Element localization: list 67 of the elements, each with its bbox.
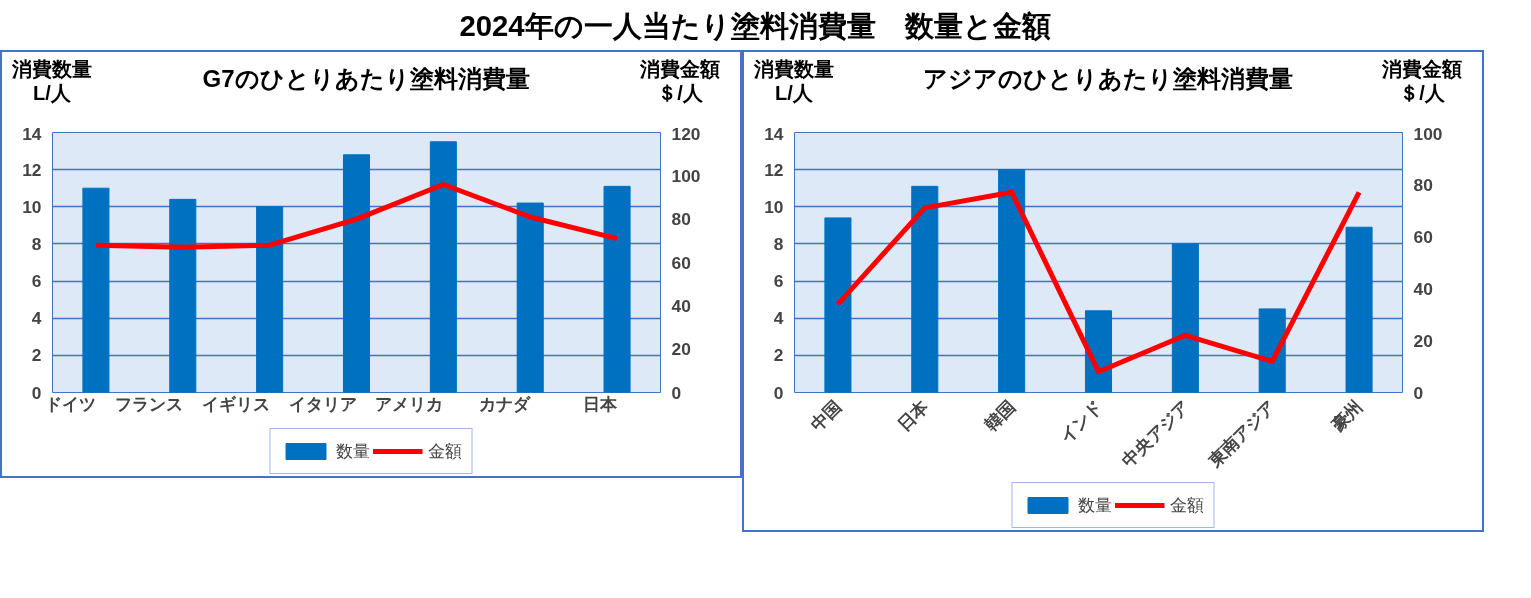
x-tick-label: フランス	[114, 393, 183, 414]
chart-title: G7のひとりあたり塗料消費量	[202, 64, 530, 94]
y2-axis-title: 消費金額＄/人	[639, 57, 721, 105]
y-tick-label: 0	[773, 382, 784, 403]
y2-tick-label: 40	[1413, 278, 1433, 299]
y-tick-label: 12	[22, 159, 42, 180]
x-tick-label: カナダ	[479, 393, 532, 414]
y-tick-label: 10	[22, 196, 42, 217]
y-tick-label: 4	[31, 308, 42, 329]
bar	[998, 169, 1026, 393]
x-tick-label: 東南アジア	[1204, 396, 1280, 472]
y-tick-label: 14	[764, 123, 784, 144]
x-tick-label: イギリス	[201, 393, 270, 414]
y2-tick-label: 20	[1413, 330, 1433, 351]
x-tick-label: アメリカ	[375, 393, 444, 414]
y-tick-label: 0	[31, 382, 42, 403]
y-tick-label: 4	[773, 308, 784, 329]
bar	[603, 185, 631, 393]
y-tick-label: 10	[764, 196, 784, 217]
x-tick-label: インド	[1055, 396, 1106, 447]
y2-tick-label: 60	[1413, 226, 1433, 247]
bar	[1345, 226, 1373, 393]
y-axis-title: 消費数量L/人	[11, 57, 93, 105]
y-tick-label: 6	[31, 271, 42, 292]
y2-tick-label: 40	[671, 295, 691, 316]
bar	[429, 141, 457, 393]
y2-tick-label: 80	[1413, 174, 1433, 195]
bar	[256, 206, 284, 393]
x-tick-label: ドイツ	[44, 393, 96, 414]
bar	[824, 217, 852, 393]
x-tick-label: 韓国	[980, 396, 1019, 435]
x-tick-label: イタリア	[288, 393, 357, 414]
bar	[342, 154, 371, 393]
y2-tick-label: 0	[1413, 382, 1424, 403]
bar	[1171, 243, 1199, 393]
legend-label: 金額	[1169, 494, 1204, 517]
y-tick-label: 12	[764, 159, 784, 180]
bar	[1258, 308, 1286, 393]
bar	[516, 202, 544, 393]
y2-tick-label: 20	[671, 339, 691, 360]
x-tick-label: 豪州	[1327, 396, 1367, 436]
y-tick-label: 8	[773, 233, 784, 254]
y-tick-label: 2	[773, 345, 784, 366]
y2-tick-label: 60	[671, 252, 691, 273]
x-tick-label: 中国	[806, 396, 845, 435]
bar	[169, 198, 197, 393]
x-tick-label: 日本	[583, 393, 619, 414]
y2-tick-label: 0	[671, 382, 682, 403]
y2-tick-label: 80	[671, 209, 691, 230]
y-tick-label: 14	[22, 123, 42, 144]
y2-tick-label: 100	[671, 165, 701, 186]
y-tick-label: 6	[773, 271, 784, 292]
y-tick-label: 8	[31, 233, 42, 254]
y-tick-label: 2	[31, 345, 42, 366]
text: 2024年の一人当たり塗料消費量 数量と金額	[459, 8, 1051, 44]
bar	[911, 185, 939, 393]
x-tick-label: 日本	[893, 395, 933, 435]
x-tick-label: 中央アジア	[1118, 396, 1193, 471]
y2-axis-title: 消費金額＄/人	[1381, 57, 1463, 105]
legend-label: 金額	[427, 440, 462, 463]
legend-label: 数量	[335, 440, 370, 463]
legend-label: 数量	[1077, 494, 1112, 517]
y-axis-title: 消費数量L/人	[753, 57, 835, 105]
y2-tick-label: 100	[1413, 123, 1443, 144]
y2-tick-label: 120	[671, 123, 701, 144]
chart-title: アジアのひとりあたり塗料消費量	[923, 64, 1293, 94]
bar	[82, 187, 110, 393]
